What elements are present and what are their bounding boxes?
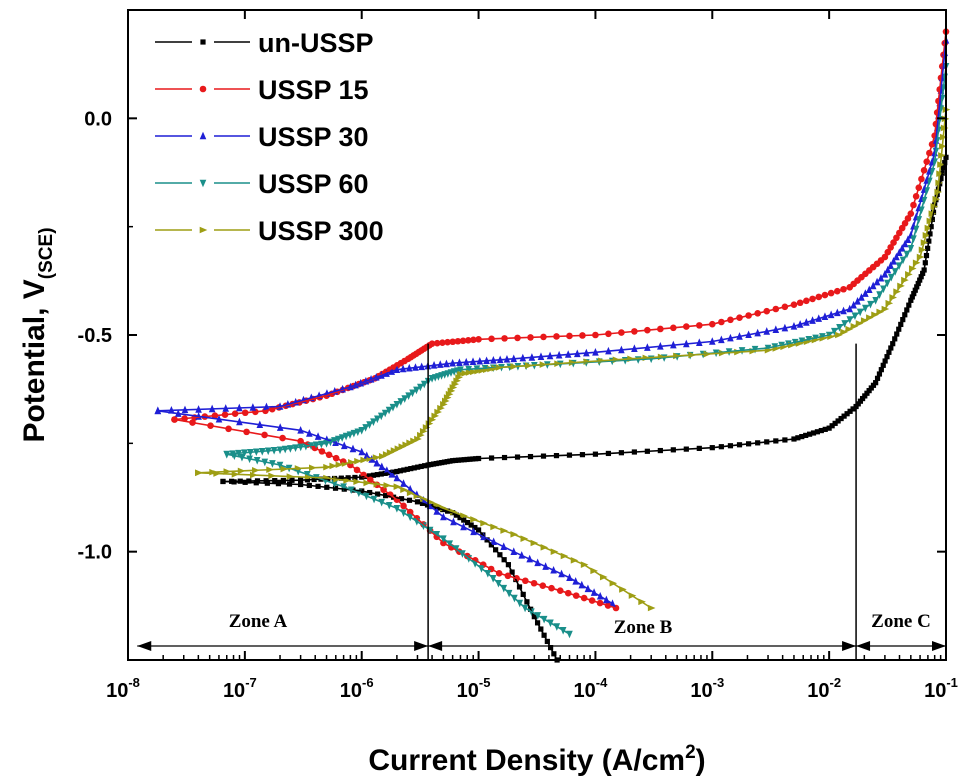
legend-marker	[199, 85, 207, 93]
legend-marker	[199, 131, 207, 140]
zone-label: Zone A	[229, 611, 288, 632]
series-markers-un-ussp-anodic	[220, 154, 949, 485]
tick-layer: 10-8 10-7 10-6 10-5 10-4 10-3 10-2 10-1 0.0 -0.5 -…	[78, 9, 958, 702]
x-axis-title-sup: 2	[685, 742, 696, 763]
legend-label: USSP 15	[258, 75, 369, 105]
series-line-un-ussp-anodic	[222, 157, 947, 483]
legend-label: USSP 60	[258, 169, 369, 199]
zone-arrowhead-right	[842, 641, 857, 651]
legend-label: un-USSP	[258, 28, 374, 58]
series-line-layer	[157, 31, 947, 661]
x-tick-label: 10-6	[340, 675, 374, 702]
zone-arrowhead-left	[428, 641, 443, 651]
series-line-ussp-300-cathodic	[198, 472, 652, 609]
y-axis-title: Potential, V(SCE)	[18, 227, 57, 442]
series-line-ussp-30-cathodic	[157, 410, 613, 605]
zone-arrowhead-left	[137, 641, 152, 651]
x-tick-label: 10-1	[924, 675, 958, 702]
series-line-un-ussp-cathodic	[222, 480, 558, 661]
zone-arrowhead-right	[932, 641, 946, 651]
x-axis-title: Current Density (A/cm2)	[368, 742, 705, 777]
x-tick-label: 10-7	[223, 675, 257, 702]
y-tick-label: -1.0	[78, 542, 112, 564]
data-point	[220, 478, 226, 485]
legend: un-USSP USSP 15 USSP 30 USSP 60 USSP 300	[155, 28, 384, 246]
legend-marker	[199, 226, 208, 234]
series-markers-ussp-30-cathodic	[154, 406, 616, 607]
series-line-ussp-30-anodic	[157, 40, 947, 412]
legend-marker	[199, 179, 207, 188]
y-tick-label: 0.0	[84, 108, 112, 130]
x-tick-label: 10-4	[574, 675, 609, 702]
zone-label: Zone C	[871, 611, 931, 632]
y-tick-label: -0.5	[78, 325, 112, 347]
x-tick-label: 10-8	[106, 675, 140, 702]
y-axis-title-main: Potential, V	[18, 279, 51, 442]
legend-label: USSP 30	[258, 122, 369, 152]
x-axis-title-end: )	[696, 744, 706, 777]
zone-arrowhead-right	[414, 641, 429, 651]
series-line-ussp-300-anodic	[198, 109, 947, 474]
x-tick-label: 10-3	[690, 675, 724, 702]
x-tick-label: 10-2	[807, 675, 841, 702]
x-axis-title-main: Current Density (A/cm	[368, 744, 685, 777]
y-axis-title-sub: (SCE)	[36, 227, 57, 279]
legend-label: USSP 300	[258, 216, 384, 246]
zones-layer: Zone A Zone B Zone C	[137, 343, 946, 660]
legend-marker	[200, 39, 206, 45]
x-tick-label: 10-5	[457, 675, 491, 702]
zone-label: Zone B	[614, 617, 673, 638]
series-markers-ussp-15-cathodic	[171, 416, 620, 612]
zone-arrowhead-left	[856, 641, 871, 651]
